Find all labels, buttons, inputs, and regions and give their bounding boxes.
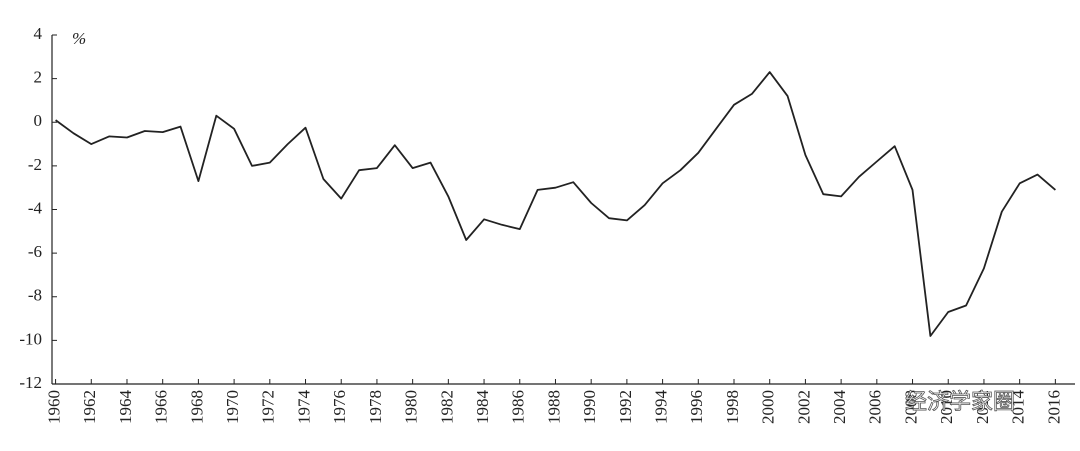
y-tick-label: -6: [28, 242, 42, 261]
x-tick-label: 1980: [402, 390, 421, 424]
x-tick-label: 2004: [830, 390, 849, 425]
x-tick-label: 1982: [437, 390, 456, 424]
y-tick-label: 2: [34, 68, 43, 87]
x-tick-label: 2008: [901, 390, 920, 424]
unit-label: %: [72, 29, 86, 48]
x-tick-label: 1960: [44, 390, 63, 424]
x-tick-label: 1978: [366, 390, 385, 424]
x-tick-label: 1992: [616, 390, 635, 424]
x-tick-label: 2010: [937, 390, 956, 424]
x-tick-label: 2014: [1009, 390, 1028, 425]
x-tick-label: 1964: [116, 390, 135, 425]
x-tick-label: 1996: [687, 390, 706, 424]
x-tick-label: 1962: [80, 390, 99, 424]
x-tick-label: 2002: [794, 390, 813, 424]
data-line: [55, 71, 1056, 337]
x-tick-label: 1994: [651, 390, 670, 425]
x-tick-label: 1990: [580, 390, 599, 424]
x-tick-label: 1988: [544, 390, 563, 424]
x-tick-label: 1986: [509, 390, 528, 424]
x-tick-label: 1984: [473, 390, 492, 425]
x-tick-label: 1968: [187, 390, 206, 424]
y-tick-label: 0: [34, 111, 43, 130]
x-tick-label: 1974: [294, 390, 313, 425]
x-tick-label: 1976: [330, 390, 349, 424]
y-tick-label: -2: [28, 155, 42, 174]
y-tick-label: -10: [19, 329, 42, 348]
x-tick-label: 2006: [866, 390, 885, 424]
watermark: 经济学家圈: [905, 390, 1015, 415]
y-tick-label: -8: [28, 286, 42, 305]
x-tick-label: 2012: [973, 390, 992, 424]
x-tick-label: 1970: [223, 390, 242, 424]
x-tick-label: 2016: [1044, 390, 1063, 424]
x-tick-label: 1972: [259, 390, 278, 424]
x-tick-label: 2000: [759, 390, 778, 424]
y-tick-label: -12: [19, 373, 42, 392]
y-tick-label: -4: [28, 198, 43, 217]
x-tick-label: 1998: [723, 390, 742, 424]
y-tick-label: 4: [34, 24, 43, 43]
x-tick-label: 1966: [152, 390, 171, 424]
